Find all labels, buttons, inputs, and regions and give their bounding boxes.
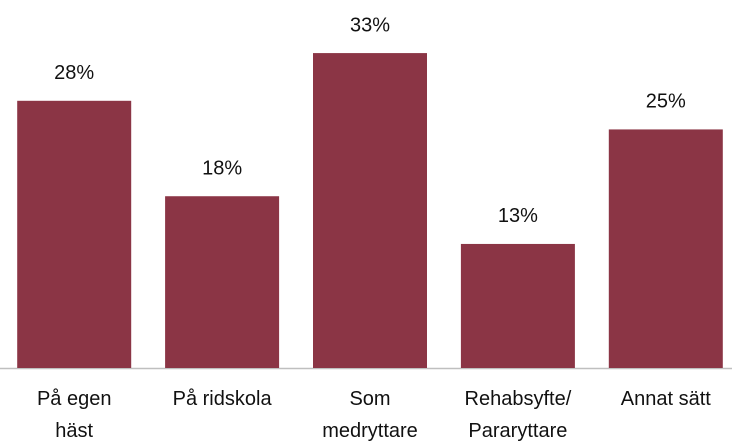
bar (165, 196, 280, 368)
bar (313, 53, 427, 368)
data-label: 18% (202, 158, 242, 180)
bar (17, 100, 132, 369)
bar (608, 129, 723, 368)
x-tick-label: Rehabsyfte/Pararyttare (465, 388, 572, 442)
x-tick-label: Som medryttare (322, 388, 418, 442)
data-label: 13% (498, 205, 538, 227)
x-tick-label: På egen häst (37, 388, 112, 442)
x-tick-label-line: Pararyttare (468, 420, 567, 442)
x-tick-label-line: Rehabsyfte/ (465, 388, 572, 410)
x-tick-label-line: Annat sätt (621, 388, 712, 410)
x-tick-label: På ridskola (173, 388, 273, 410)
x-tick-label-line: På egen (37, 388, 112, 410)
x-tick-label: Annat sätt (621, 388, 712, 410)
x-tick-label-line: häst (55, 420, 93, 442)
x-tick-label-line: medryttare (322, 420, 418, 442)
bar (460, 243, 575, 368)
data-label: 28% (54, 62, 94, 84)
data-label: 25% (646, 91, 686, 113)
x-tick-label-line: Som (349, 388, 390, 410)
data-label: 33% (350, 14, 390, 36)
x-tick-label-line: På ridskola (173, 388, 273, 410)
